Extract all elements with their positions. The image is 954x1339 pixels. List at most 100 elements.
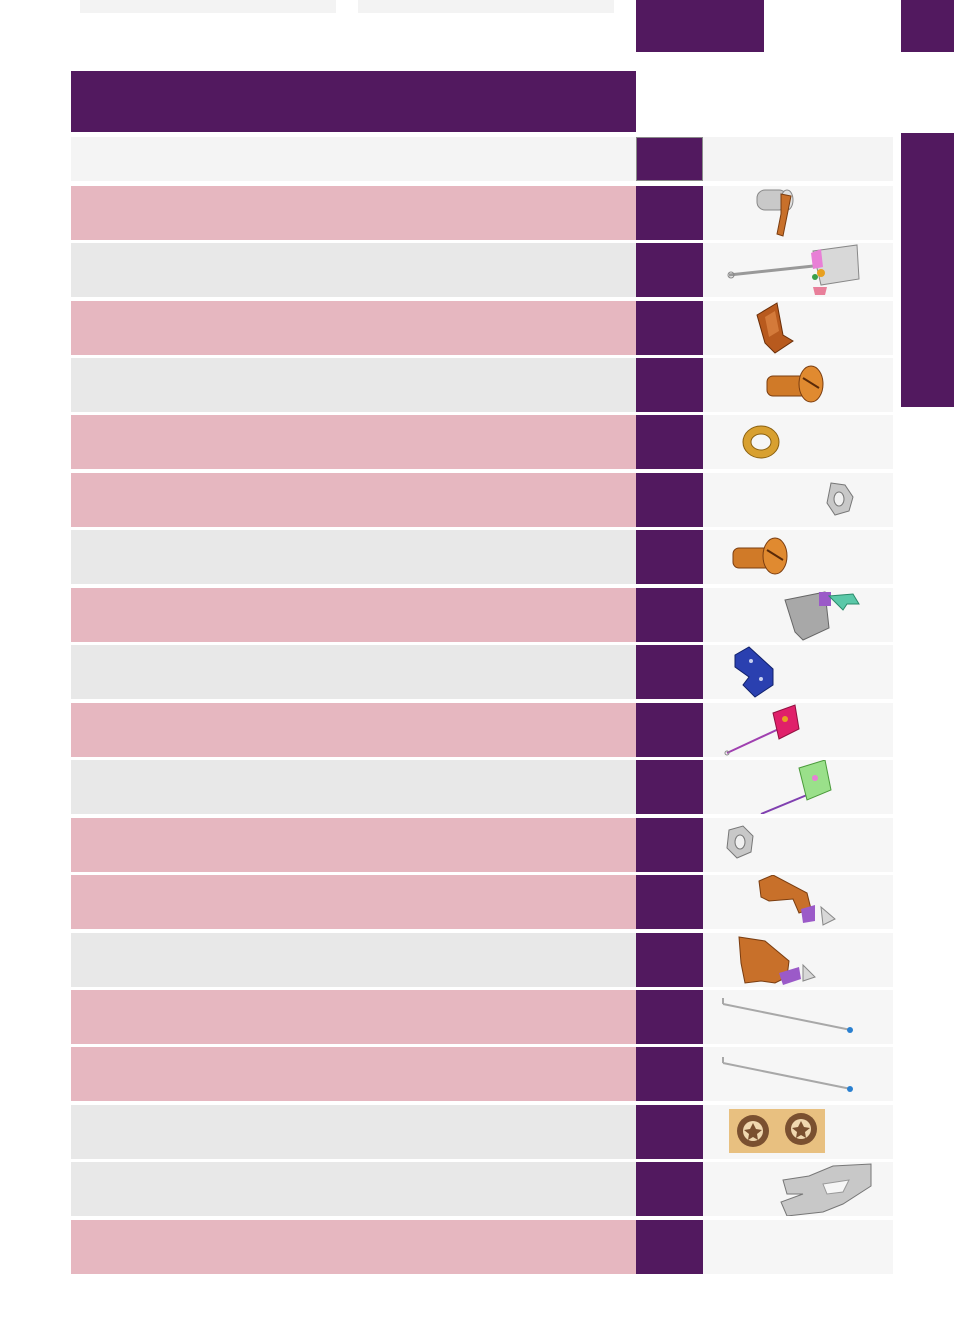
row-description-cell (71, 588, 636, 642)
row-image-cell (703, 1047, 893, 1101)
row-image-cell (703, 588, 893, 642)
top-right-tab (901, 0, 954, 52)
table-row (71, 1105, 893, 1159)
row-number-cell (636, 530, 703, 584)
row-description-cell (71, 473, 636, 527)
table-row (71, 358, 893, 412)
hex-nut-part-icon (726, 825, 754, 859)
table-row (71, 1220, 893, 1274)
red-plate-with-rod-part-icon (724, 704, 800, 756)
table-row (71, 875, 893, 929)
orange-plate-assembly-part-icon (738, 936, 816, 985)
row-description-cell (71, 415, 636, 469)
row-description-cell (71, 301, 636, 355)
row-image-cell (703, 990, 893, 1044)
row-description-cell (71, 933, 636, 987)
star-washers-part-icon (729, 1109, 825, 1153)
table-row (71, 243, 893, 297)
row-description-cell (71, 243, 636, 297)
grey-hook-plate-part-icon (780, 1163, 872, 1216)
top-purple-block (636, 0, 764, 52)
row-description-cell (71, 1047, 636, 1101)
row-number-cell (636, 990, 703, 1044)
row-image-cell (703, 1105, 893, 1159)
row-image-cell (703, 415, 893, 469)
row-description-cell (71, 358, 636, 412)
row-image-cell (703, 875, 893, 929)
row-description-cell (71, 1105, 636, 1159)
row-description-cell (71, 703, 636, 757)
row-description-cell (71, 530, 636, 584)
row-image-cell (703, 703, 893, 757)
table-header-band (71, 71, 636, 132)
sleeve-with-lever-part-icon (756, 189, 794, 237)
row-number-cell (636, 415, 703, 469)
row-description-cell (71, 186, 636, 240)
row-number-cell (636, 933, 703, 987)
row-number-cell (636, 875, 703, 929)
slotted-screw-part-icon (732, 537, 788, 575)
row-image-cell (703, 473, 893, 527)
long-rod-part-icon (722, 1057, 853, 1092)
row-number-cell (636, 760, 703, 814)
table-row (71, 760, 893, 814)
row-image-cell (703, 301, 893, 355)
row-image-cell (703, 358, 893, 412)
row-number-cell (636, 358, 703, 412)
row-number-cell (636, 473, 703, 527)
side-section-tab (901, 133, 954, 407)
row-image-cell (703, 530, 893, 584)
row-description-cell (71, 818, 636, 872)
table-row (71, 415, 893, 469)
long-rod-part-icon (722, 998, 853, 1033)
blue-plate-part-icon (734, 646, 774, 698)
orange-arm-assembly-part-icon (758, 875, 836, 926)
green-plate-with-rod-part-icon (760, 760, 832, 814)
table-row (71, 588, 893, 642)
row-description-cell (71, 645, 636, 699)
row-number-cell (636, 818, 703, 872)
table-row (71, 530, 893, 584)
hex-nut-part-icon (826, 482, 854, 516)
row-description-cell (71, 990, 636, 1044)
row-description-cell (71, 875, 636, 929)
table-row (71, 933, 893, 987)
row-description-cell (71, 760, 636, 814)
table-row (71, 645, 893, 699)
row-number-cell (636, 1220, 703, 1274)
top-box-middle (358, 0, 614, 13)
row-number-cell (636, 1047, 703, 1101)
table-row (71, 990, 893, 1044)
row-image-cell (703, 243, 893, 297)
row-image-cell (703, 645, 893, 699)
slotted-screw-part-icon (766, 365, 824, 403)
table-row (71, 703, 893, 757)
orange-bracket-part-icon (756, 302, 794, 354)
row-image-cell (703, 760, 893, 814)
row-description-cell (71, 1162, 636, 1216)
table-row (71, 473, 893, 527)
grey-bracket-with-lever-part-icon (784, 591, 860, 641)
subheader-number-cell (636, 137, 703, 181)
row-image-cell (703, 933, 893, 987)
top-box-left (80, 0, 336, 13)
table-row (71, 818, 893, 872)
table-subheader (71, 137, 893, 181)
row-number-cell (636, 703, 703, 757)
table-row (71, 1047, 893, 1101)
page-title (71, 71, 636, 83)
table-row (71, 186, 893, 240)
row-image-cell (703, 1220, 893, 1274)
row-number-cell (636, 243, 703, 297)
row-number-cell (636, 301, 703, 355)
row-number-cell (636, 588, 703, 642)
row-number-cell (636, 1105, 703, 1159)
rod-with-bracket-part-icon (727, 244, 860, 295)
table-row (71, 1162, 893, 1216)
table-row (71, 301, 893, 355)
row-number-cell (636, 645, 703, 699)
row-image-cell (703, 186, 893, 240)
row-image-cell (703, 1162, 893, 1216)
washer-part-icon (742, 425, 780, 459)
row-description-cell (71, 1220, 636, 1274)
